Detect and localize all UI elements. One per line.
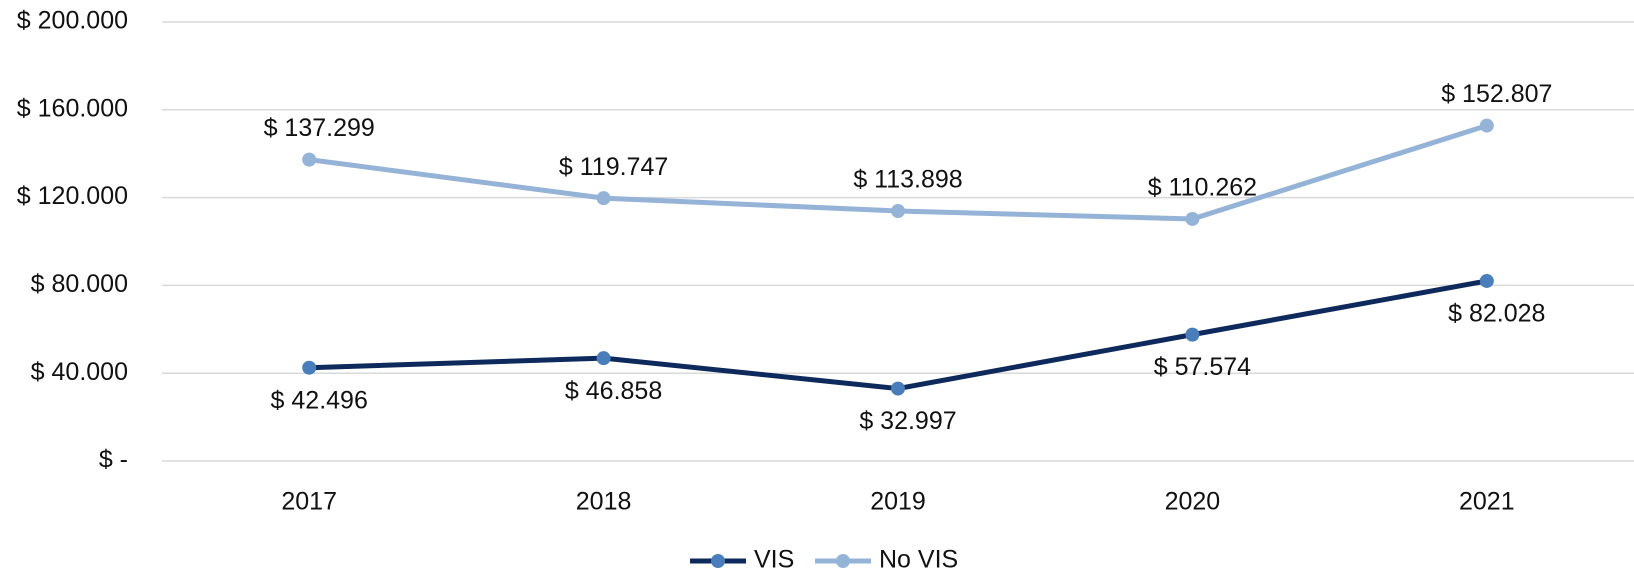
- data-point: [891, 381, 905, 396]
- data-label: $ 110.262: [1148, 174, 1257, 202]
- data-label: $ 82.028: [1448, 300, 1545, 328]
- data-point: [302, 152, 317, 167]
- data-label: $ 137.299: [264, 114, 375, 142]
- series-line: [309, 278, 1488, 392]
- data-point: [596, 351, 611, 366]
- legend-label: No VIS: [879, 546, 958, 574]
- data-point: [1479, 118, 1494, 133]
- legend-label: VIS: [754, 546, 794, 574]
- data-point: [596, 191, 611, 206]
- y-tick-label: $ 200.000: [17, 7, 128, 35]
- data-point: [1185, 327, 1200, 342]
- y-tick-label: $ 160.000: [17, 94, 128, 122]
- y-tick-label: $ -: [99, 446, 128, 474]
- data-label: $ 119.747: [559, 153, 668, 181]
- data-label: $ 46.858: [565, 377, 662, 405]
- x-tick-label: 2017: [281, 488, 337, 516]
- legend-marker: [836, 554, 850, 568]
- x-tick-label: 2021: [1459, 488, 1515, 516]
- data-point: [302, 360, 317, 375]
- legend-marker: [711, 554, 725, 568]
- x-tick-label: 2019: [870, 488, 926, 516]
- x-tick-label: 2018: [576, 488, 632, 516]
- data-point: [891, 203, 905, 218]
- data-label: $ 32.997: [859, 407, 956, 435]
- y-tick-label: $ 120.000: [17, 182, 128, 210]
- data-point: [1185, 211, 1200, 226]
- x-tick-label: 2020: [1165, 488, 1221, 516]
- data-point: [1479, 273, 1494, 288]
- data-label: $ 42.496: [271, 386, 368, 414]
- y-tick-label: $ 40.000: [31, 358, 128, 386]
- data-label: $ 152.807: [1441, 80, 1552, 108]
- data-label: $ 113.898: [853, 166, 962, 194]
- data-label: $ 57.574: [1154, 353, 1251, 381]
- y-tick-label: $ 80.000: [31, 270, 128, 298]
